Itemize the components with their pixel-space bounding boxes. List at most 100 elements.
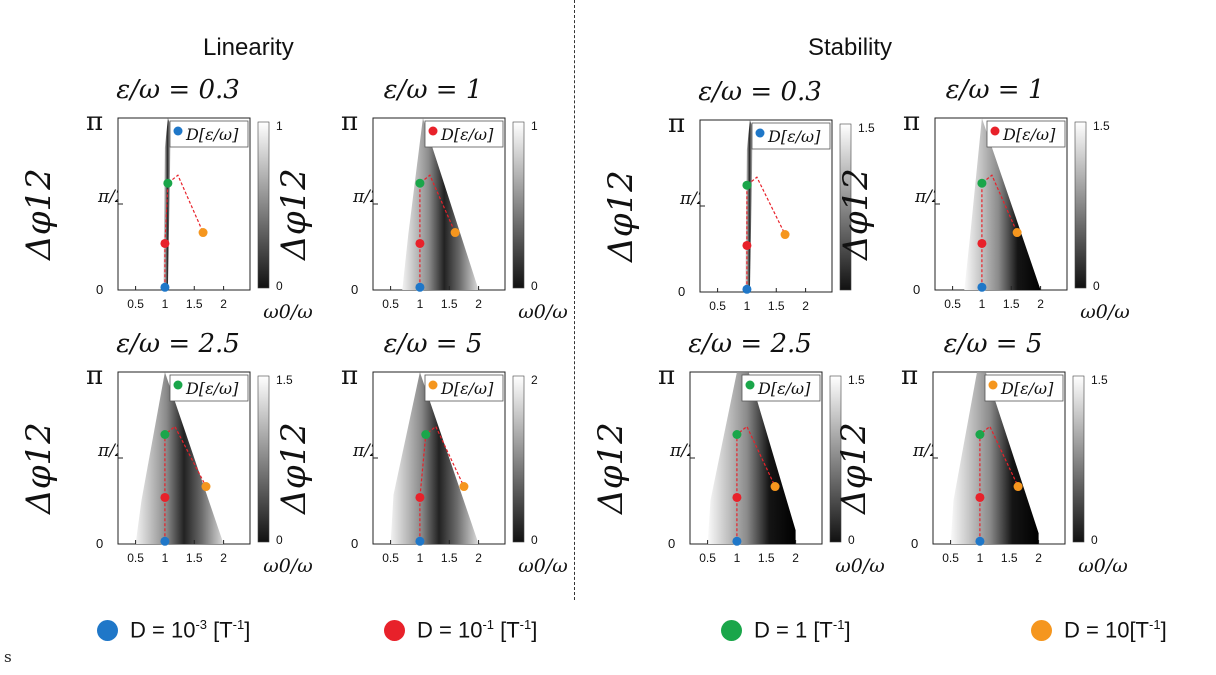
- data-point: [732, 430, 742, 440]
- colorbar: [257, 375, 270, 543]
- trajectory-line: [164, 174, 204, 288]
- data-point: [1012, 228, 1022, 238]
- colorbar-max-label: 1: [531, 119, 538, 133]
- x-axis-label: ω0/ω: [835, 555, 884, 577]
- x-tick-label: 2: [792, 551, 799, 565]
- x-tick-label: 0.5: [699, 551, 716, 565]
- section-divider: [574, 0, 575, 600]
- y-tick-label: π: [901, 361, 918, 391]
- x-tick-label: 0.5: [127, 551, 144, 565]
- y-axis-label: Δφ12: [834, 422, 874, 516]
- panel-title: ε/ω = 5: [384, 329, 483, 359]
- legend-box: [751, 122, 831, 150]
- x-tick-label: 1: [162, 551, 169, 565]
- y-tick-label: 0: [913, 282, 920, 297]
- legend-label: D[ε/ω]: [1002, 125, 1056, 144]
- legend-box: [424, 374, 504, 402]
- colorbar-max-label: 1.5: [1091, 373, 1108, 387]
- data-point: [975, 492, 985, 502]
- data-point: [977, 238, 987, 248]
- colorbar-min-label: 0: [276, 533, 283, 547]
- data-point: [742, 240, 752, 250]
- legend-dot: [428, 380, 438, 390]
- y-axis-label: Δφ12: [591, 422, 631, 516]
- y-tick-label: 0: [351, 536, 358, 551]
- data-point: [415, 492, 425, 502]
- legend-dot: [988, 380, 998, 390]
- data-point: [780, 230, 790, 240]
- x-tick-label: 1.5: [758, 551, 775, 565]
- legend-box: [424, 120, 504, 148]
- x-axis-label: ω0/ω: [518, 555, 567, 577]
- data-point: [201, 482, 211, 492]
- data-point: [977, 282, 987, 292]
- legend-dot: [745, 380, 755, 390]
- x-tick-label: 1: [744, 299, 751, 313]
- x-tick-label: 1.5: [1003, 297, 1020, 311]
- legend-dot: [173, 380, 183, 390]
- legend-label: D = 10-1 [T-1]: [417, 616, 538, 643]
- colorbar: [839, 123, 852, 291]
- x-tick-label: 2: [802, 299, 809, 313]
- trajectory-line: [981, 174, 1018, 288]
- x-tick-label: 1.5: [186, 297, 203, 311]
- panel-title: ε/ω = 1: [946, 75, 1045, 105]
- colorbar-min-label: 0: [531, 533, 538, 547]
- x-tick-label: 1: [417, 297, 424, 311]
- legend-dot: [428, 126, 438, 136]
- y-tick-label: 0: [678, 284, 685, 299]
- data-point: [732, 492, 742, 502]
- legend-dot: [173, 126, 183, 136]
- y-tick-label: π: [903, 107, 920, 137]
- stray-character: s: [4, 648, 12, 666]
- y-tick-label: π: [668, 109, 685, 139]
- x-tick-label: 1: [979, 297, 986, 311]
- x-axis-label: ω0/ω: [1078, 555, 1127, 577]
- data-point: [742, 284, 752, 294]
- data-point: [975, 430, 985, 440]
- x-tick-label: 2: [220, 297, 227, 311]
- legend-box: [741, 374, 821, 402]
- legend-label: D[ε/ω]: [767, 127, 821, 146]
- x-tick-label: 2: [475, 551, 482, 565]
- y-tick-label: 0: [96, 536, 103, 551]
- x-tick-label: 0.5: [709, 299, 726, 313]
- legend-dot: [755, 128, 765, 138]
- data-point: [198, 228, 208, 238]
- panel-title: ε/ω = 5: [944, 329, 1043, 359]
- colorbar-max-label: 1: [276, 119, 283, 133]
- data-point: [977, 178, 987, 188]
- legend-label: D[ε/ω]: [1000, 379, 1054, 398]
- x-axis-label: ω0/ω: [263, 301, 312, 323]
- y-tick-label: π: [86, 107, 103, 137]
- x-axis-label: ω0/ω: [1080, 301, 1129, 323]
- data-point: [770, 482, 780, 492]
- colorbar: [257, 121, 270, 289]
- y-axis-label: Δφ12: [19, 168, 59, 262]
- y-tick-label: π: [658, 361, 675, 391]
- colorbar-min-label: 0: [1091, 533, 1098, 547]
- legend-label: D[ε/ω]: [185, 125, 239, 144]
- data-point: [732, 536, 742, 546]
- colorbar-min-label: 0: [531, 279, 538, 293]
- x-tick-label: 1: [162, 297, 169, 311]
- legend-box: [984, 374, 1064, 402]
- legend-box: [169, 120, 249, 148]
- data-point: [415, 238, 425, 248]
- x-tick-label: 2: [1037, 297, 1044, 311]
- y-tick-label: π: [341, 361, 358, 391]
- data-point: [415, 282, 425, 292]
- legend-label: D[ε/ω]: [757, 379, 811, 398]
- heatmap-region: [950, 372, 1039, 544]
- x-tick-label: 1.5: [186, 551, 203, 565]
- legend-box: [986, 120, 1066, 148]
- data-point: [163, 178, 173, 188]
- y-tick-label: π: [86, 361, 103, 391]
- x-tick-label: 1: [977, 551, 984, 565]
- x-tick-label: 0.5: [944, 297, 961, 311]
